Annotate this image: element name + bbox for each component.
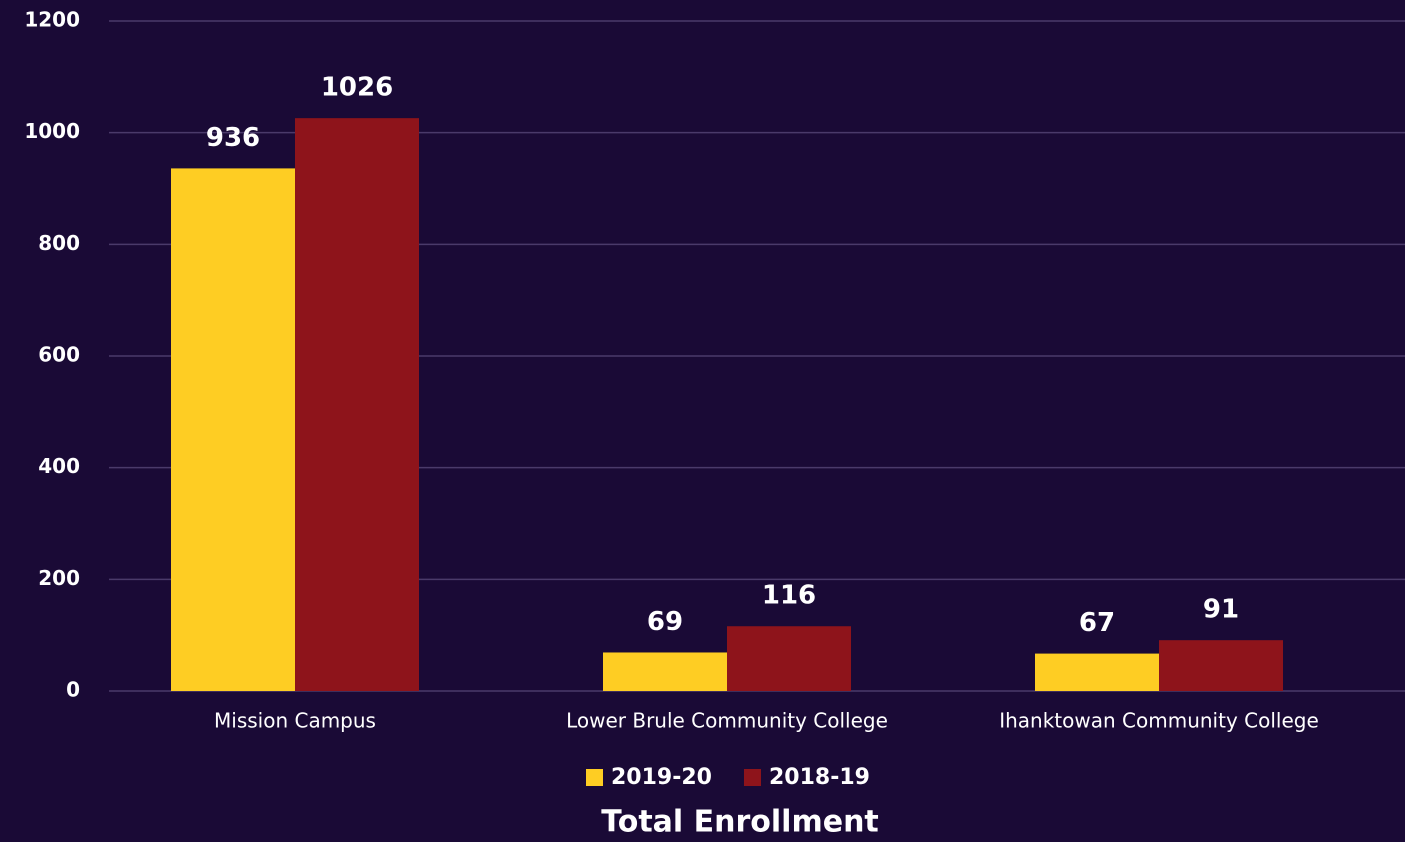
y-tick-label: 1000 [24,119,80,143]
value-label: 116 [762,581,816,611]
legend-label: 2019-20 [611,765,712,790]
x-tick-label: Mission Campus [214,709,376,733]
bar [603,652,727,691]
y-tick-label: 200 [38,566,80,590]
value-label: 67 [1079,608,1115,638]
legend-swatch [743,769,761,786]
y-tick-label: 600 [38,343,80,367]
bar [1035,653,1159,691]
legend-swatch [586,769,603,786]
bar [1159,640,1283,691]
value-label: 1026 [321,73,393,103]
bar [295,118,419,691]
x-tick-label: Lower Brule Community College [566,709,888,733]
bar [171,168,295,691]
legend-label: 2018-19 [769,765,870,790]
y-tick-label: 800 [38,231,80,255]
bar [727,626,851,691]
chart-title: Total Enrollment [601,805,879,840]
y-tick-label: 0 [66,678,80,702]
value-label: 91 [1203,595,1239,625]
value-label: 69 [647,607,683,637]
value-label: 936 [206,123,260,153]
y-tick-label: 1200 [24,8,80,32]
x-tick-label: Ihanktowan Community College [999,709,1319,733]
y-tick-label: 400 [38,454,80,478]
